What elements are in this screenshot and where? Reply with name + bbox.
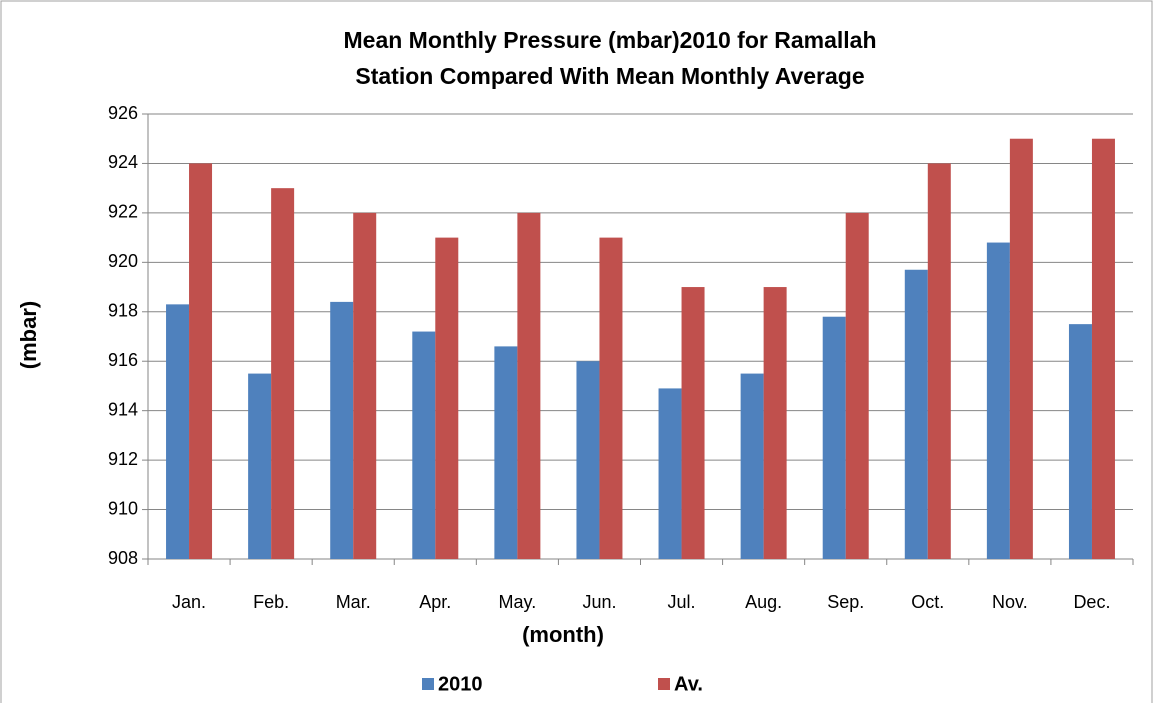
bar [845,212,869,559]
bar [1068,324,1092,559]
y-tick-label: 912 [108,449,138,469]
y-tick-label: 910 [108,498,138,518]
y-tick-label: 918 [108,301,138,321]
bar [1091,138,1115,559]
bar [1009,138,1033,559]
y-tick-label: 922 [108,202,138,222]
bar [271,188,295,559]
x-tick-label: Sep. [827,592,864,612]
bar [166,304,190,559]
bar [248,373,272,559]
y-tick-label: 908 [108,548,138,568]
x-tick-label: Apr. [419,592,451,612]
legend-swatch [658,678,670,690]
bar [494,346,518,559]
x-tick-label: Jun. [582,592,616,612]
chart-title: Station Compared With Mean Monthly Avera… [355,63,864,89]
bar [330,301,354,559]
bar [822,316,846,559]
chart-title: Mean Monthly Pressure (mbar)2010 for Ram… [344,27,877,53]
x-tick-label: Jan. [172,592,206,612]
bar [681,287,705,559]
y-tick-label: 920 [108,251,138,271]
bar [435,237,459,559]
legend-label: Av. [674,673,703,695]
bar [599,237,623,559]
bar [927,163,951,559]
x-tick-label: Dec. [1073,592,1110,612]
bar [740,373,764,559]
x-tick-label: Nov. [992,592,1028,612]
bar [576,361,600,559]
bar [904,269,928,559]
y-tick-label: 926 [108,103,138,123]
legend-label: 2010 [438,673,483,695]
x-tick-label: Oct. [911,592,944,612]
y-tick-label: 916 [108,350,138,370]
bar [189,163,213,559]
x-axis-label: (month) [522,622,604,647]
bar [412,331,436,559]
x-tick-label: May. [499,592,537,612]
bar [658,388,682,559]
x-tick-label: Jul. [668,592,696,612]
y-tick-label: 914 [108,399,138,419]
y-tick-label: 924 [108,152,138,172]
bar [517,212,541,559]
legend-swatch [422,678,434,690]
x-tick-label: Aug. [745,592,782,612]
y-axis-label: (mbar) [16,301,41,369]
bar [353,212,377,559]
bar [763,287,787,559]
x-tick-label: Mar. [336,592,371,612]
x-tick-label: Feb. [253,592,289,612]
bar [986,242,1010,560]
